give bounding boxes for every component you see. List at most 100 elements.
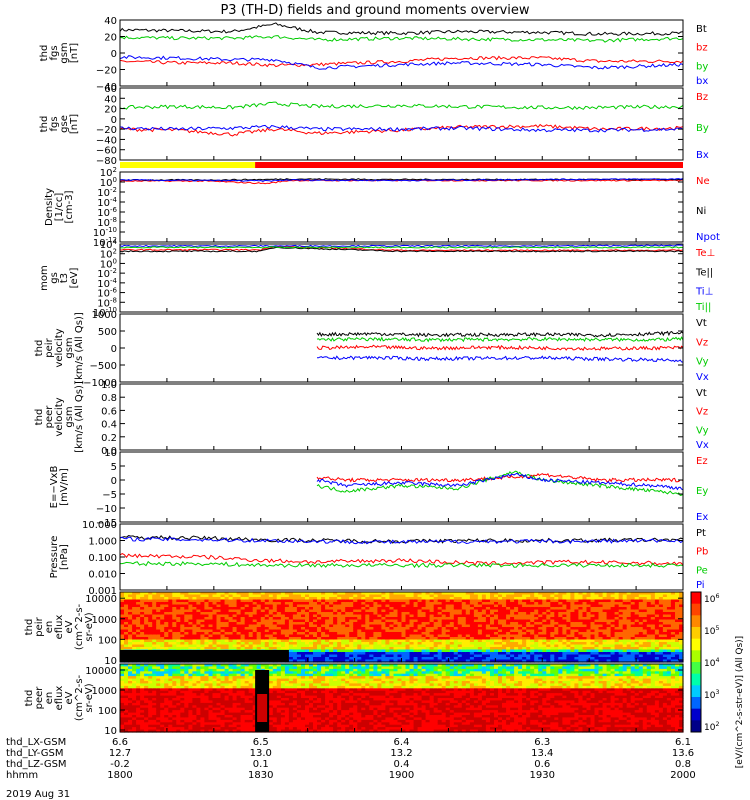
colorbar-segment [691, 673, 701, 686]
y-axis-label: [km/s (All Qs)] [74, 312, 85, 384]
footer-row-label: thd_LZ-GSM [6, 759, 67, 770]
y-tick-label: 40 [104, 94, 117, 105]
y-axis-label: thd [24, 619, 35, 636]
legend-Ti⊥: Ti⊥ [695, 287, 713, 298]
legend-by: by [696, 61, 708, 72]
colorbar-segment [691, 685, 701, 698]
colorbar-segment [691, 650, 701, 663]
y-axis-label: thd [34, 340, 45, 357]
panel-efield: 10 5 0 −5 −10 −15 E=−VxB [mV/m] Ez Ey Ex [49, 448, 708, 529]
y-tick-label: 0 [111, 344, 117, 355]
series-line-Vx [316, 355, 684, 363]
status-bar-red [255, 162, 683, 168]
footer-value: 13.0 [250, 748, 272, 759]
series-line-Ti⊥ [119, 244, 684, 248]
y-tick-label: −40 [96, 82, 117, 93]
y-axis-label: E=−VxB [49, 466, 60, 509]
status-bar-yellow [120, 162, 256, 168]
colorbar-frame [690, 591, 702, 733]
y-axis-label: sr-eV) [84, 683, 95, 712]
y-axis-label: eflux [54, 686, 65, 711]
y-axis-label: peir [44, 337, 55, 357]
y-axis-label: (cm^2-s- [74, 674, 85, 721]
y-tick-label: −80 [96, 156, 117, 167]
colorbar-tick: 103 [704, 689, 719, 701]
y-tick-label: 0.010 [88, 570, 117, 581]
panel-frame [119, 171, 684, 243]
footer-row-label: hhmm [6, 770, 38, 781]
y-axis-label: gse [59, 115, 70, 133]
legend-bx: bx [696, 76, 708, 87]
y-tick-label: 100 [98, 706, 117, 717]
y-tick-label: 0.4 [101, 420, 117, 431]
series-line-Pe [120, 560, 684, 569]
series-line-Npot [119, 178, 684, 183]
footer-value: 1930 [530, 770, 555, 781]
y-axis-label: fgs [49, 116, 60, 131]
y-tick-label: −500 [90, 361, 117, 372]
y-axis-label: thd [24, 690, 35, 707]
footer-value: -0.2 [110, 759, 130, 770]
y-tick-label: 1.0 [101, 380, 117, 391]
legend-Te||: Te|| [695, 267, 713, 278]
y-axis-label: gsm [64, 337, 75, 358]
series-line-By [119, 101, 684, 110]
legend-Vx: Vx [696, 372, 709, 383]
y-axis-label: [nPa] [59, 544, 70, 570]
y-axis-label: Pressure [49, 536, 60, 579]
y-tick-label: 10000 [85, 594, 117, 605]
legend-Ex: Ex [696, 512, 708, 523]
series-line-Bz [119, 123, 684, 137]
series-line-Ti|| [119, 246, 684, 249]
footer-row-label: thd_LY-GSM [6, 748, 63, 759]
y-axis-label: gsm [64, 406, 75, 427]
legend-Pi: Pi [696, 580, 705, 591]
panel-fgs_gsm: 40 20 0 −20 −40 thd fgs gsm [nT] Bt bz by bx [39, 16, 708, 93]
series-line-Te|| [119, 246, 684, 253]
y-axis-label: fgs [49, 45, 60, 60]
legend-Vy: Vy [696, 425, 709, 436]
y-tick-label: 0.0 [101, 446, 117, 457]
panel-peer_velocity: 1.0 0.8 0.6 0.4 0.2 0.0 thd peer velocity gsm [km/… [34, 380, 709, 457]
legend-Npot: Npot [696, 232, 720, 243]
y-tick-label: −15 [96, 518, 117, 529]
y-axis-label: [mV/m] [59, 468, 70, 506]
panel-peir_velocity: 1000 500 0 −500 −1000 thd peir velocity gsm [km/s… [34, 310, 709, 389]
y-tick-label: 1000 [92, 310, 117, 321]
footer-value: 6.5 [253, 737, 269, 748]
legend-Ni: Ni [696, 206, 706, 217]
colorbar-tick: 106 [704, 593, 719, 605]
y-tick-label: 10 [104, 448, 117, 459]
series-line-by [119, 35, 684, 43]
y-tick-label: 1000 [92, 686, 117, 697]
y-axis-label: eflux [54, 615, 65, 640]
y-tick-label: 0.001 [88, 586, 117, 597]
colorbar-tick: 105 [704, 625, 719, 637]
colorbar-tick: 104 [704, 657, 719, 669]
series-line-Te⊥ [120, 245, 684, 252]
footer-value: 6.1 [675, 737, 691, 748]
footer-value: 0.4 [394, 759, 410, 770]
y-axis-label: eV [64, 691, 75, 704]
panel-peer_energy_flux: 10000 1000 100 10 thd peer en eflux eV (cm^2-s-sr… [24, 663, 684, 737]
legend-Vz: Vz [696, 407, 708, 418]
colorbar-segment [691, 615, 701, 628]
y-axis-label: [nT] [69, 114, 80, 134]
y-tick-label: −20 [96, 66, 117, 77]
y-axis-label: en [44, 692, 55, 705]
y-tick-label: 10 [104, 656, 117, 667]
date-label: 2019 Aug 31 [6, 789, 70, 800]
y-tick-label: 0.6 [101, 406, 117, 417]
colorbar-segment [691, 638, 701, 651]
y-tick-label: 60 [104, 84, 117, 95]
series-line-Pb [119, 553, 684, 566]
legend-Ey: Ey [696, 486, 708, 497]
y-tick-label: 0.100 [88, 553, 117, 564]
footer-row-label: thd_LX-GSM [6, 737, 66, 748]
y-axis-label: thd [39, 116, 50, 133]
series-line-Ex [316, 472, 684, 491]
footer-value: 1800 [107, 770, 132, 781]
spectrogram-peir_energy_flux [120, 592, 684, 663]
colorbar-segment [691, 627, 701, 640]
